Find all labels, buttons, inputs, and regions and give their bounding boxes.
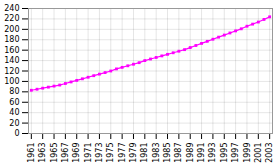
svg-text:60: 60 — [9, 98, 19, 107]
svg-text:1985: 1985 — [163, 143, 172, 163]
svg-text:1979: 1979 — [129, 143, 138, 163]
svg-text:1975: 1975 — [106, 143, 115, 163]
svg-text:2001: 2001 — [254, 143, 263, 163]
svg-text:1965: 1965 — [50, 143, 59, 163]
svg-text:100: 100 — [4, 77, 19, 86]
svg-text:0: 0 — [14, 129, 19, 138]
svg-text:220: 220 — [4, 14, 19, 23]
svg-text:1999: 1999 — [243, 143, 252, 163]
svg-text:180: 180 — [4, 35, 19, 44]
svg-text:1967: 1967 — [61, 143, 70, 163]
svg-text:80: 80 — [9, 87, 19, 96]
svg-text:140: 140 — [4, 56, 19, 65]
svg-text:120: 120 — [4, 67, 19, 76]
svg-text:1981: 1981 — [140, 143, 149, 163]
svg-text:1997: 1997 — [231, 143, 240, 163]
svg-text:1991: 1991 — [197, 143, 206, 163]
svg-text:1971: 1971 — [84, 143, 93, 163]
svg-text:40: 40 — [9, 108, 19, 117]
svg-text:200: 200 — [4, 25, 19, 34]
svg-text:1995: 1995 — [220, 143, 229, 163]
svg-text:20: 20 — [9, 119, 19, 128]
svg-text:160: 160 — [4, 46, 19, 55]
svg-text:2003: 2003 — [265, 143, 274, 163]
svg-text:1983: 1983 — [152, 143, 161, 163]
svg-text:1989: 1989 — [186, 143, 195, 163]
svg-text:1977: 1977 — [118, 143, 127, 163]
svg-text:1993: 1993 — [208, 143, 217, 163]
svg-text:1987: 1987 — [174, 143, 183, 163]
svg-text:240: 240 — [4, 4, 19, 13]
svg-text:1973: 1973 — [95, 143, 104, 163]
svg-text:1963: 1963 — [38, 143, 47, 163]
svg-text:1969: 1969 — [72, 143, 81, 163]
svg-text:1961: 1961 — [27, 143, 36, 163]
